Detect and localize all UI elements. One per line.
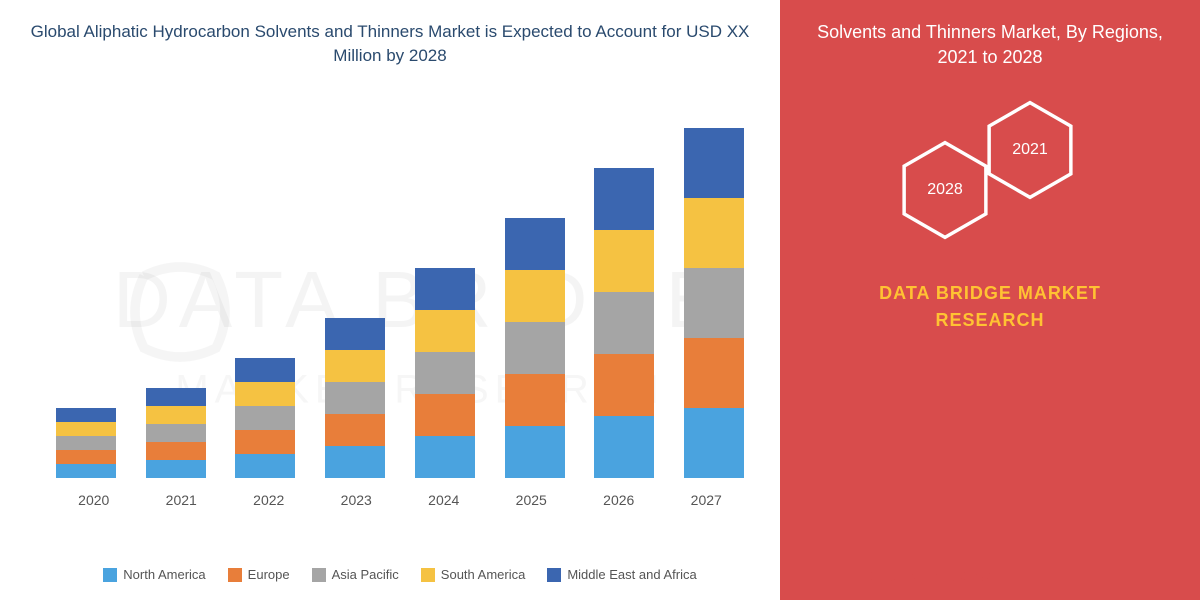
footer-logo: DATA BRIDGE [869, 562, 1000, 590]
bar-segment [325, 382, 385, 414]
bar-segment [56, 436, 116, 450]
legend-swatch [312, 568, 326, 582]
bar-segment [505, 218, 565, 270]
bar-stack [146, 388, 206, 478]
legend-swatch [228, 568, 242, 582]
bar-stack [56, 408, 116, 478]
chart-title: Global Aliphatic Hydrocarbon Solvents an… [30, 20, 750, 68]
bar-segment [235, 406, 295, 430]
x-tick-label: 2023 [317, 492, 395, 508]
bar-segment [235, 382, 295, 406]
bar-segment [146, 424, 206, 442]
hex-group: 2028 2021 [890, 100, 1090, 260]
bar-segment [505, 270, 565, 322]
legend-swatch [421, 568, 435, 582]
bar-stack [594, 168, 654, 478]
legend-label: South America [441, 567, 526, 582]
legend-swatch [103, 568, 117, 582]
bar-segment [684, 128, 744, 198]
bar-stack [684, 128, 744, 478]
bar-segment [415, 352, 475, 394]
x-axis-labels: 2020 2021 2022 2023 2024 2025 2026 2027 [50, 492, 750, 508]
bar-segment [56, 422, 116, 436]
bar-segment [684, 268, 744, 338]
legend-item: Europe [228, 567, 290, 582]
legend-swatch [547, 568, 561, 582]
bar-column [505, 218, 565, 478]
bar-segment [325, 414, 385, 446]
legend-item: South America [421, 567, 526, 582]
legend-item: Middle East and Africa [547, 567, 696, 582]
bar-column [56, 408, 116, 478]
bar-segment [146, 406, 206, 424]
bar-segment [56, 408, 116, 422]
bar-segment [594, 168, 654, 230]
legend-label: Asia Pacific [332, 567, 399, 582]
bar-segment [505, 322, 565, 374]
right-panel-title: Solvents and Thinners Market, By Regions… [810, 20, 1170, 70]
bar-column [684, 128, 744, 478]
bar-column [325, 318, 385, 478]
bar-segment [235, 358, 295, 382]
bars-container [50, 108, 750, 478]
bar-column [146, 388, 206, 478]
bar-segment [235, 430, 295, 454]
x-tick-label: 2026 [580, 492, 658, 508]
brand-line2: RESEARCH [935, 310, 1044, 330]
legend-label: Middle East and Africa [567, 567, 696, 582]
legend-item: Asia Pacific [312, 567, 399, 582]
footer-logo-icon [869, 562, 897, 590]
chart-area: 2020 2021 2022 2023 2024 2025 2026 2027 [30, 88, 750, 508]
bar-column [235, 358, 295, 478]
legend-item: North America [103, 567, 205, 582]
bar-segment [146, 460, 206, 478]
brand-line1: DATA BRIDGE MARKET [879, 283, 1101, 303]
bar-segment [325, 318, 385, 350]
x-tick-label: 2025 [492, 492, 570, 508]
x-tick-label: 2027 [667, 492, 745, 508]
bar-segment [235, 454, 295, 478]
bar-segment [594, 292, 654, 354]
legend-label: Europe [248, 567, 290, 582]
x-tick-label: 2021 [142, 492, 220, 508]
bar-segment [684, 338, 744, 408]
bar-segment [415, 310, 475, 352]
bar-segment [415, 268, 475, 310]
hex-2028-label: 2028 [927, 181, 963, 199]
bar-segment [505, 374, 565, 426]
bar-segment [594, 230, 654, 292]
bar-segment [325, 350, 385, 382]
hex-2021: 2021 [985, 100, 1075, 200]
bar-segment [146, 442, 206, 460]
bar-segment [415, 394, 475, 436]
bar-segment [56, 464, 116, 478]
chart-panel: Global Aliphatic Hydrocarbon Solvents an… [0, 0, 780, 600]
bar-stack [415, 268, 475, 478]
bar-segment [505, 426, 565, 478]
legend-label: North America [123, 567, 205, 582]
bar-segment [594, 416, 654, 478]
hex-2028: 2028 [900, 140, 990, 240]
bar-segment [684, 408, 744, 478]
x-tick-label: 2020 [55, 492, 133, 508]
bar-segment [325, 446, 385, 478]
bar-segment [415, 436, 475, 478]
bar-stack [325, 318, 385, 478]
bar-column [415, 268, 475, 478]
right-panel: Solvents and Thinners Market, By Regions… [780, 0, 1200, 600]
bar-stack [505, 218, 565, 478]
bar-column [594, 168, 654, 478]
bar-stack [235, 358, 295, 478]
bar-segment [146, 388, 206, 406]
bar-segment [56, 450, 116, 464]
hex-2021-label: 2021 [1012, 141, 1048, 159]
x-tick-label: 2022 [230, 492, 308, 508]
x-tick-label: 2024 [405, 492, 483, 508]
bar-segment [684, 198, 744, 268]
bar-segment [594, 354, 654, 416]
legend: North America Europe Asia Pacific South Ame… [60, 567, 740, 582]
brand-text: DATA BRIDGE MARKET RESEARCH [780, 280, 1200, 334]
footer-logo-text: DATA BRIDGE [905, 568, 1000, 584]
